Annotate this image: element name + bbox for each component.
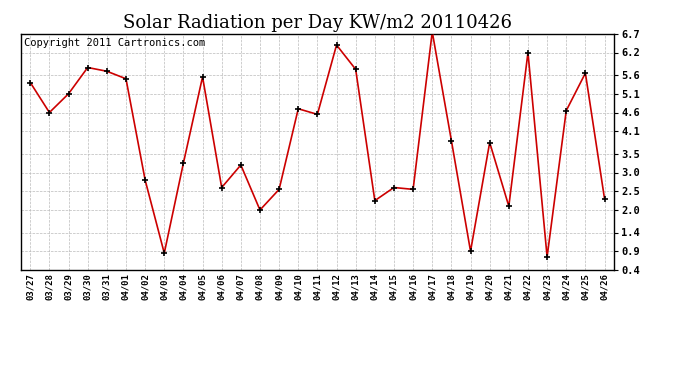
Text: Copyright 2011 Cartronics.com: Copyright 2011 Cartronics.com (23, 39, 205, 48)
Title: Solar Radiation per Day KW/m2 20110426: Solar Radiation per Day KW/m2 20110426 (123, 14, 512, 32)
